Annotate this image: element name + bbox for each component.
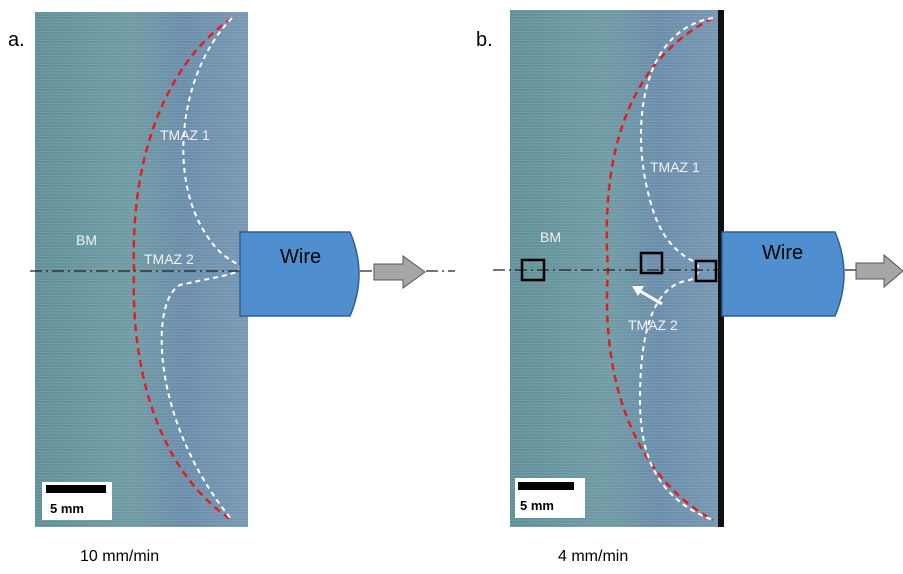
scale-label: 5 mm	[50, 501, 84, 516]
wire-label: Wire	[762, 242, 803, 264]
panel-label: a.	[8, 29, 25, 51]
scale-bar	[46, 485, 106, 493]
region-label: TMAZ 1	[160, 127, 210, 143]
micrograph-texture	[35, 12, 248, 527]
caption: 4 mm/min	[558, 548, 628, 565]
region-label: BM	[76, 232, 97, 248]
region-label: BM	[540, 229, 561, 245]
scale-label: 5 mm	[520, 498, 554, 513]
region-label: TMAZ 1	[650, 159, 700, 175]
panel-a: a. TMAZ 1 BM TMAZ 2 Wire 5 mm 10 mm/min	[8, 12, 455, 565]
arrow	[374, 256, 425, 288]
wire-label: Wire	[280, 246, 321, 268]
arrow	[856, 255, 903, 287]
panel-b: b. TMAZ 1 BM TMAZ 2 Wire 5 mm 4 mm/min	[476, 10, 903, 565]
wire	[240, 232, 359, 316]
scale-bar	[518, 482, 574, 490]
figure: a. TMAZ 1 BM TMAZ 2 Wire 5 mm 10 mm/min …	[0, 0, 903, 574]
caption: 10 mm/min	[80, 548, 159, 565]
panel-label: b.	[476, 29, 493, 51]
region-label: TMAZ 2	[628, 317, 678, 333]
region-label: TMAZ 2	[144, 251, 194, 267]
micrograph-texture	[510, 10, 723, 527]
